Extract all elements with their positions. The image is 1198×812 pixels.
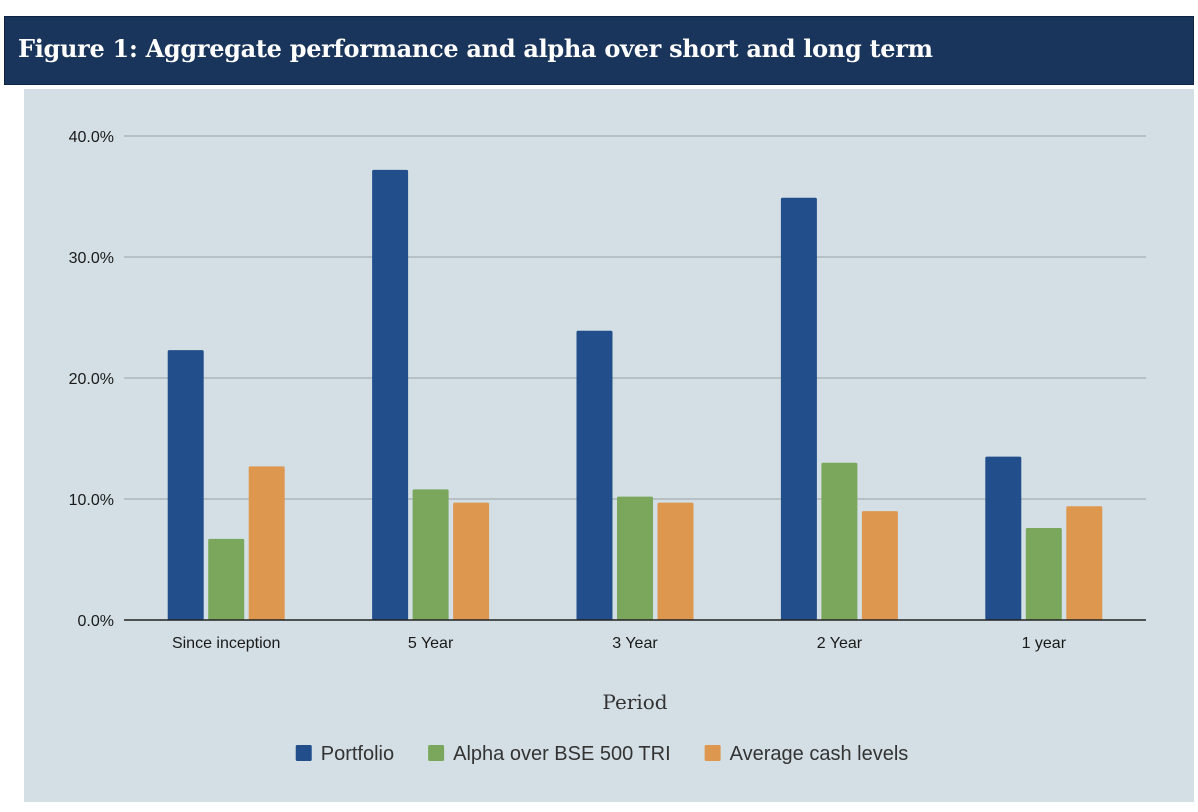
figure-header: Figure 1: Aggregate performance and alph…: [4, 16, 1194, 85]
y-axis-ticks: 0.0% 10.0% 20.0% 30.0% 40.0%: [69, 129, 114, 630]
bar-alpha-over-bse-500-tri: [208, 538, 245, 620]
gridlines: [124, 135, 1146, 500]
bar-alpha-over-bse-500-tri: [617, 496, 653, 620]
legend-label: Portfolio: [321, 743, 394, 765]
x-axis-ticks: Since inception 5 Year 3 Year 2 Year 1 year: [172, 635, 1067, 652]
legend-swatch: [295, 745, 312, 761]
bars: [167, 169, 1103, 620]
y-tick-label: 30.0%: [69, 250, 114, 267]
legend: Portfolio Alpha over BSE 500 TRI Average c…: [295, 743, 909, 765]
bar-alpha-over-bse-500-tri: [412, 489, 449, 620]
x-tick-label: 2 Year: [817, 635, 863, 652]
y-tick-label: 0.0%: [78, 613, 114, 630]
bar-average-cash-levels: [861, 511, 898, 620]
x-tick-label: 5 Year: [408, 635, 454, 652]
bar-average-cash-levels: [248, 466, 285, 620]
bar-average-cash-levels: [657, 502, 694, 620]
y-tick-label: 40.0%: [69, 129, 114, 146]
legend-swatch: [704, 745, 721, 761]
bar-portfolio: [167, 350, 204, 620]
legend-item: Portfolio: [295, 743, 394, 765]
bar-average-cash-levels: [1066, 506, 1103, 620]
bar-portfolio: [780, 197, 817, 620]
legend-item: Average cash levels: [704, 743, 909, 765]
y-tick-label: 10.0%: [69, 492, 114, 509]
legend-label: Alpha over BSE 500 TRI: [453, 743, 671, 765]
x-tick-label: Since inception: [172, 635, 281, 652]
x-axis-label: Period: [602, 690, 667, 714]
bar-portfolio: [985, 456, 1022, 620]
bar-alpha-over-bse-500-tri: [1025, 528, 1062, 620]
legend-item: Alpha over BSE 500 TRI: [428, 743, 671, 765]
x-tick-label: 3 Year: [612, 635, 658, 652]
legend-label: Average cash levels: [730, 743, 909, 765]
bar-average-cash-levels: [453, 502, 490, 620]
legend-swatch: [428, 745, 445, 761]
bar-alpha-over-bse-500-tri: [821, 462, 858, 620]
figure-title: Figure 1: Aggregate performance and alph…: [18, 34, 933, 63]
y-tick-label: 20.0%: [69, 371, 114, 388]
x-tick-label: 1 year: [1022, 635, 1067, 652]
bar-portfolio: [372, 169, 409, 620]
bar-portfolio: [576, 330, 613, 620]
